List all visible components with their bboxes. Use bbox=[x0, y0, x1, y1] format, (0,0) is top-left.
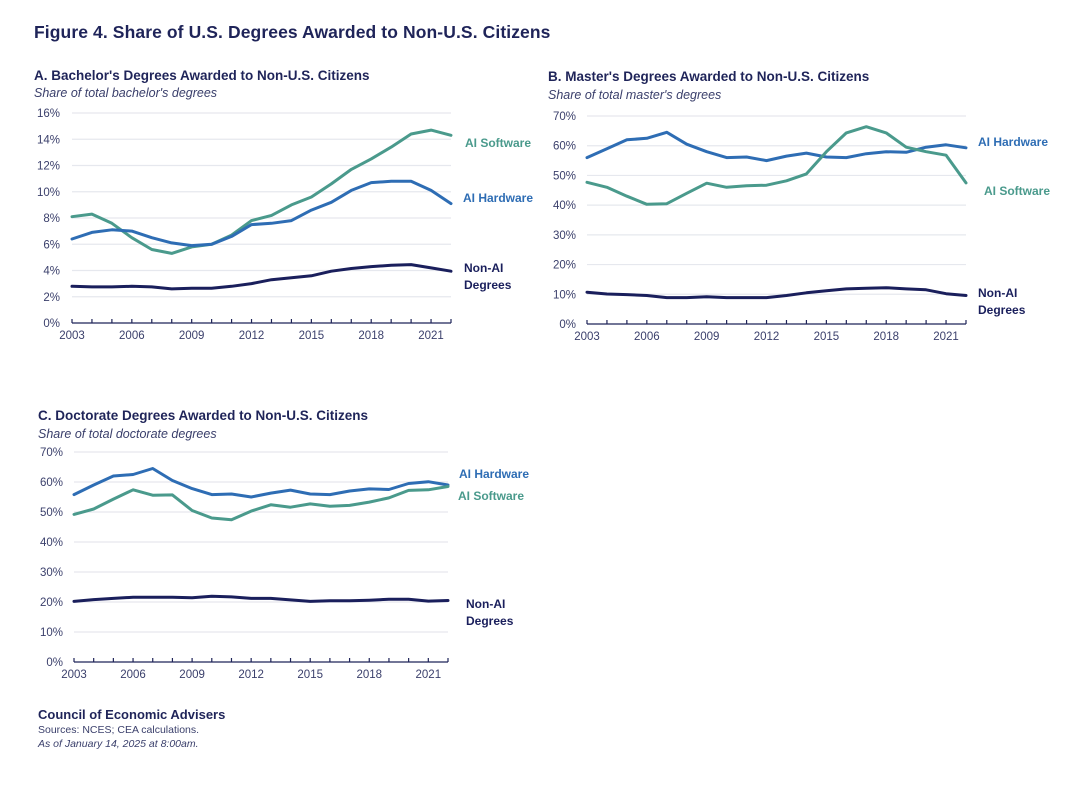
series-label-ai-software: AI Software bbox=[984, 184, 1050, 198]
series-label-non-ai: Degrees bbox=[466, 614, 514, 628]
y-tick-label: 40% bbox=[40, 537, 63, 549]
series-label-ai-software: AI Software bbox=[458, 489, 524, 503]
figure-title: Figure 4. Share of U.S. Degrees Awarded … bbox=[34, 22, 551, 42]
footer-as-of-date: As of January 14, 2025 at 8:00am. bbox=[38, 738, 199, 750]
panel-subtitle: Share of total bachelor's degrees bbox=[34, 86, 218, 100]
y-tick-label: 20% bbox=[553, 260, 576, 272]
series-label-ai-hardware: AI Hardware bbox=[459, 467, 529, 481]
x-tick-label: 2021 bbox=[418, 330, 444, 342]
y-tick-label: 30% bbox=[40, 567, 63, 579]
x-tick-label: 2009 bbox=[179, 669, 205, 681]
y-tick-label: 4% bbox=[43, 266, 60, 278]
series-line-ai-hardware bbox=[70, 179, 453, 248]
series-label-non-ai: Degrees bbox=[978, 303, 1026, 317]
chart-masters: 0% 10% 20% 30% 40% 50% 60% 70% 2003 2006 2009 2012 2… bbox=[553, 111, 1050, 343]
series-label-non-ai: Degrees bbox=[464, 278, 512, 292]
y-tick-label: 0% bbox=[46, 657, 63, 669]
panel-subtitle: Share of total master's degrees bbox=[548, 88, 722, 102]
series-label-ai-hardware: AI Hardware bbox=[463, 191, 533, 205]
x-tick-label: 2021 bbox=[933, 331, 959, 343]
x-tick-label: 2003 bbox=[574, 331, 600, 343]
x-tick-label: 2018 bbox=[356, 669, 382, 681]
y-tick-label: 30% bbox=[553, 230, 576, 242]
panel-subtitle: Share of total doctorate degrees bbox=[38, 427, 217, 441]
panel-title: C. Doctorate Degrees Awarded to Non-U.S.… bbox=[38, 408, 369, 423]
y-tick-label: 0% bbox=[559, 319, 576, 331]
panel-masters: B. Master's Degrees Awarded to Non-U.S. … bbox=[0, 0, 1080, 360]
x-tick-label: 2012 bbox=[239, 330, 265, 342]
series-line-non-ai bbox=[72, 594, 450, 603]
x-tick-label: 2018 bbox=[873, 331, 899, 343]
series-line-non-ai bbox=[585, 286, 968, 300]
y-tick-label: 16% bbox=[37, 108, 60, 120]
x-tick-label: 2003 bbox=[61, 669, 87, 681]
y-tick-label: 20% bbox=[40, 597, 63, 609]
x-tick-label: 2021 bbox=[416, 669, 442, 681]
chart-bachelors: 0% 2% 4% 6% 8% 10% 12% 14% 16% 2003 2006 2009 2012 20… bbox=[37, 108, 533, 342]
y-tick-label: 60% bbox=[553, 141, 576, 153]
panel-title: B. Master's Degrees Awarded to Non-U.S. … bbox=[548, 69, 870, 84]
series-line-ai-hardware bbox=[72, 467, 450, 499]
chart-doctorate: 0% 10% 20% 30% 40% 50% 60% 70% 2003 2006 2009 2012 2… bbox=[40, 447, 529, 681]
y-tick-label: 14% bbox=[37, 134, 60, 146]
series-line-non-ai bbox=[70, 263, 453, 291]
x-tick-label: 2012 bbox=[238, 669, 264, 681]
series-label-non-ai: Non-AI bbox=[978, 286, 1017, 300]
x-tick-label: 2006 bbox=[120, 669, 146, 681]
series-label-ai-hardware: AI Hardware bbox=[978, 135, 1048, 149]
y-tick-label: 40% bbox=[553, 200, 576, 212]
x-tick-label: 2006 bbox=[634, 331, 660, 343]
footer-sources: Sources: NCES; CEA calculations. bbox=[38, 724, 200, 736]
y-tick-label: 0% bbox=[43, 318, 60, 330]
series-line-ai-software bbox=[72, 485, 450, 522]
x-tick-label: 2015 bbox=[814, 331, 840, 343]
y-tick-label: 6% bbox=[43, 239, 60, 251]
x-tick-label: 2012 bbox=[754, 331, 780, 343]
x-tick-label: 2003 bbox=[59, 330, 85, 342]
y-tick-label: 70% bbox=[553, 111, 576, 123]
y-tick-label: 8% bbox=[43, 213, 60, 225]
panel-bachelors: A. Bachelor's Degrees Awarded to Non-U.S… bbox=[0, 0, 540, 360]
y-tick-label: 70% bbox=[40, 447, 63, 459]
footer-organization: Council of Economic Advisers bbox=[38, 707, 226, 722]
panel-doctorate: C. Doctorate Degrees Awarded to Non-U.S.… bbox=[0, 0, 560, 700]
x-tick-label: 2009 bbox=[694, 331, 720, 343]
series-line-ai-software bbox=[70, 128, 453, 255]
series-label-ai-software: AI Software bbox=[465, 136, 531, 150]
y-tick-label: 10% bbox=[40, 627, 63, 639]
series-label-non-ai: Non-AI bbox=[466, 597, 505, 611]
x-tick-label: 2015 bbox=[299, 330, 325, 342]
y-tick-label: 10% bbox=[553, 289, 576, 301]
y-tick-label: 12% bbox=[37, 161, 60, 173]
x-tick-label: 2009 bbox=[179, 330, 205, 342]
y-tick-label: 2% bbox=[43, 292, 60, 304]
y-tick-label: 10% bbox=[37, 187, 60, 199]
x-tick-label: 2018 bbox=[358, 330, 384, 342]
series-label-non-ai: Non-AI bbox=[464, 261, 503, 275]
y-tick-label: 50% bbox=[553, 170, 576, 182]
series-line-ai-hardware bbox=[585, 130, 968, 163]
y-tick-label: 60% bbox=[40, 477, 63, 489]
y-tick-label: 50% bbox=[40, 507, 63, 519]
panel-title: A. Bachelor's Degrees Awarded to Non-U.S… bbox=[34, 68, 370, 83]
x-tick-label: 2015 bbox=[297, 669, 323, 681]
x-tick-label: 2006 bbox=[119, 330, 145, 342]
series-line-ai-software bbox=[585, 125, 968, 206]
